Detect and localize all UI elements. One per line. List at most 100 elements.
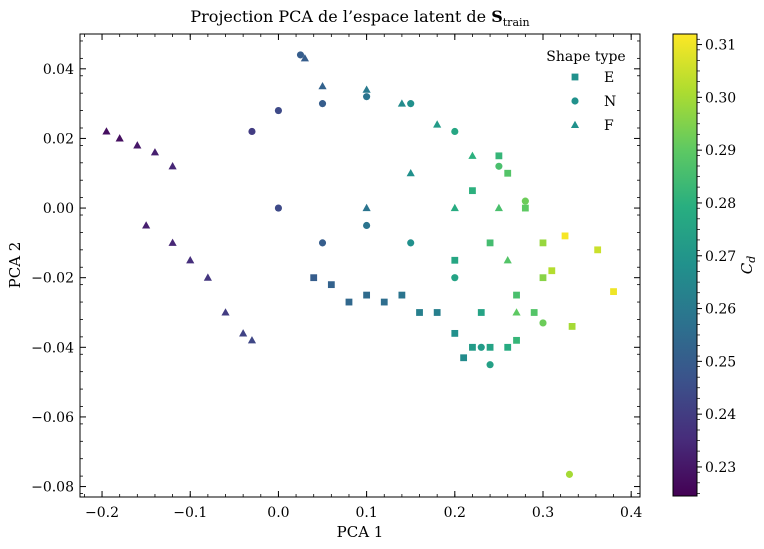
x-axis-ticks: −0.2 −0.1 0.0 0.1 0.2 0.3 0.4	[84, 34, 642, 521]
data-point-N	[477, 343, 485, 351]
data-point-E	[469, 187, 476, 195]
data-point-F	[142, 221, 151, 229]
x-tick-label: −0.1	[173, 505, 207, 521]
x-tick-label: 0.1	[355, 505, 377, 521]
data-point-F	[433, 120, 442, 128]
data-point-F	[102, 127, 111, 135]
data-point-E	[513, 336, 520, 344]
data-point-E	[433, 309, 441, 316]
legend-label-N: N	[604, 94, 616, 110]
plot-area: −0.2 −0.1 0.0 0.1 0.2 0.3 0.4 0.04 0.02 0.00 −0.0…	[31, 33, 642, 521]
colorbar-tick-label: 0.26	[705, 302, 736, 318]
data-point-E	[594, 246, 602, 254]
legend-label-E: E	[604, 70, 614, 86]
x-tick-label: −0.2	[85, 505, 119, 521]
data-point-N	[565, 470, 574, 478]
data-point-N	[407, 100, 415, 108]
y-tick-label: −0.06	[31, 410, 74, 426]
data-point-F	[512, 308, 521, 316]
colorbar-tick-label: 0.28	[705, 196, 736, 212]
data-point-F	[503, 256, 512, 264]
colorbar-tick-label: 0.23	[705, 460, 736, 476]
legend: Shape type ENF	[546, 49, 625, 134]
legend-marker-N	[571, 97, 579, 105]
colorbar-label: Cd	[738, 256, 758, 275]
data-point-N	[274, 204, 282, 212]
colorbar: 0.23 0.24 0.25 0.26 0.27 0.28 0.29 0.30 0.31 Cd	[672, 33, 758, 497]
data-point-F	[300, 54, 309, 62]
y-tick-label: 0.02	[43, 131, 74, 147]
data-point-E	[548, 267, 556, 275]
data-point-E	[513, 291, 520, 299]
y-tick-label: 0.04	[43, 62, 74, 78]
data-point-F	[150, 148, 160, 156]
data-point-N	[539, 319, 547, 327]
data-point-E	[363, 291, 371, 299]
colorbar-tick-label: 0.27	[705, 249, 736, 265]
data-point-E	[310, 274, 318, 282]
data-point-E	[380, 298, 388, 306]
data-point-N	[451, 127, 459, 136]
plot-frame	[79, 33, 641, 498]
data-point-F	[186, 256, 195, 264]
data-point-E	[504, 343, 512, 351]
data-point-E	[451, 256, 459, 264]
y-axis-label: PCA 2	[6, 242, 24, 289]
data-point-F	[362, 85, 371, 93]
data-point-N	[486, 361, 494, 369]
data-point-F	[318, 81, 327, 90]
data-point-F	[397, 99, 406, 107]
data-point-F	[468, 151, 477, 159]
data-point-F	[406, 168, 415, 177]
data-point-N	[363, 93, 371, 101]
data-point-E	[451, 329, 459, 337]
data-point-E	[539, 239, 547, 247]
data-point-F	[221, 308, 230, 316]
data-point-E	[495, 152, 503, 160]
x-tick-label: 0.0	[267, 505, 289, 521]
data-point-N	[318, 100, 327, 108]
x-axis-label: PCA 1	[337, 523, 384, 541]
data-point-F	[168, 238, 177, 246]
y-tick-label: −0.04	[31, 340, 74, 356]
data-point-N	[495, 162, 503, 170]
colorbar-tick-label: 0.24	[705, 407, 736, 423]
legend-marker-E	[571, 73, 579, 81]
data-point-F	[115, 134, 124, 142]
data-point-F	[168, 162, 177, 170]
scatter-points	[102, 51, 617, 478]
data-point-E	[416, 309, 423, 316]
data-point-N	[407, 239, 415, 247]
data-point-F	[362, 203, 371, 212]
data-point-N	[248, 127, 256, 136]
data-point-E	[530, 309, 538, 316]
x-tick-label: 0.3	[532, 505, 554, 521]
data-point-F	[450, 203, 459, 212]
x-tick-label: 0.2	[444, 505, 466, 521]
colorbar-tick-label: 0.30	[705, 90, 736, 106]
data-point-E	[486, 239, 494, 247]
legend-entries: ENF	[570, 70, 616, 134]
y-tick-label: −0.08	[31, 480, 74, 496]
data-point-E	[610, 288, 617, 296]
data-point-E	[469, 343, 476, 351]
legend-marker-F	[570, 120, 580, 129]
y-tick-label: 0.00	[43, 201, 74, 217]
data-point-E	[477, 309, 485, 316]
colorbar-tick-label: 0.25	[705, 354, 736, 370]
data-point-E	[398, 291, 406, 299]
colorbar-tick-label: 0.29	[705, 143, 736, 159]
data-point-N	[318, 239, 327, 247]
data-point-E	[327, 281, 335, 289]
colorbar-ticks: 0.23 0.24 0.25 0.26 0.27 0.28 0.29 0.30 0.31	[697, 38, 736, 494]
data-point-F	[133, 141, 142, 149]
data-point-E	[460, 354, 468, 362]
x-tick-label: 0.4	[620, 505, 642, 521]
data-point-E	[521, 204, 529, 212]
data-point-F	[203, 273, 212, 281]
y-axis-ticks: 0.04 0.02 0.00 −0.02 −0.04 −0.06 −0.08	[31, 40, 640, 496]
colorbar-tick-label: 0.31	[705, 38, 736, 54]
data-point-N	[521, 197, 529, 205]
colorbar-gradient	[672, 33, 698, 497]
